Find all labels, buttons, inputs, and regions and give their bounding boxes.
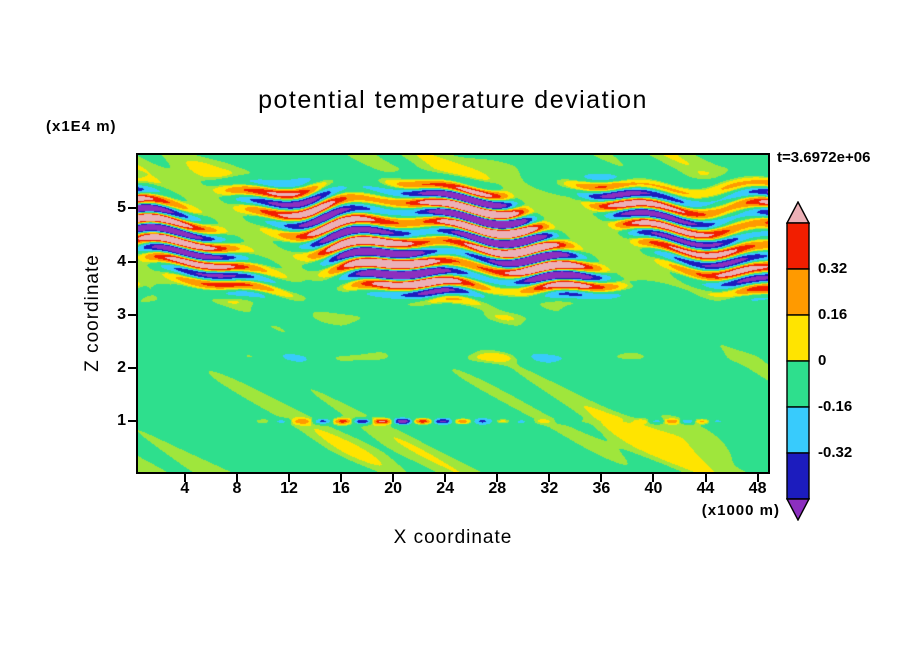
x-tick-label: 48 — [748, 480, 767, 497]
x-tick-label: 24 — [436, 480, 455, 497]
colorbar-segment — [786, 222, 810, 270]
time-label: t=3.6972e+06 — [777, 149, 871, 166]
plot-title: potential temperature deviation — [258, 86, 648, 114]
colorbar-arrow-top — [786, 201, 810, 224]
z-tick-label: 4 — [117, 252, 126, 270]
z-tick-label: 5 — [117, 199, 126, 217]
z-tick-label: 2 — [117, 359, 126, 377]
x-tick-label: 20 — [384, 480, 403, 497]
colorbar-segment — [786, 314, 810, 362]
colorbar-segment — [786, 268, 810, 316]
x-axis-tick — [340, 474, 343, 482]
x-tick-label: 32 — [540, 480, 559, 497]
x-axis-tick — [600, 474, 603, 482]
colorbar-segment — [786, 360, 810, 408]
z-tick-label: 3 — [117, 305, 126, 323]
x-axis-label: X coordinate — [393, 527, 513, 548]
x-tick-label: 8 — [232, 480, 242, 497]
colorbar-arrow-bottom — [786, 498, 810, 521]
colorbar-tick-label: 0.32 — [818, 260, 848, 277]
z-axis-tick — [128, 207, 136, 210]
x-tick-label: 16 — [332, 480, 350, 497]
colorbar-tick-label: -0.32 — [818, 444, 853, 461]
contour-field-canvas — [138, 155, 768, 472]
x-axis-unit-label: (x1000 m) — [701, 502, 780, 519]
colorbar-tick-label: 0 — [818, 352, 827, 369]
z-axis-tick — [128, 420, 136, 423]
z-tick-label: 1 — [117, 412, 126, 430]
z-axis-tick — [128, 367, 136, 370]
x-axis-tick — [548, 474, 551, 482]
colorbar-tick-label: 0.16 — [818, 306, 848, 323]
x-axis-tick — [756, 474, 759, 482]
colorbar-tick-label: -0.16 — [818, 398, 853, 415]
z-axis-unit-label: (x1E4 m) — [46, 118, 117, 135]
z-axis-tick — [128, 260, 136, 263]
x-axis-tick — [287, 474, 290, 482]
colorbar-segment — [786, 452, 810, 500]
x-axis-tick — [392, 474, 395, 482]
x-axis-tick — [183, 474, 186, 482]
x-tick-label: 28 — [488, 480, 507, 497]
x-axis-tick — [496, 474, 499, 482]
x-axis-tick — [652, 474, 655, 482]
x-tick-label: 40 — [644, 480, 663, 497]
colorbar-segment — [786, 406, 810, 454]
x-tick-label: 36 — [592, 480, 611, 497]
x-axis-tick — [444, 474, 447, 482]
z-axis-tick — [128, 313, 136, 316]
colorbar — [786, 201, 810, 521]
plot-area — [136, 153, 770, 474]
x-axis-tick — [704, 474, 707, 482]
x-tick-label: 4 — [180, 480, 190, 497]
x-tick-label: 12 — [280, 480, 298, 497]
x-tick-label: 44 — [696, 480, 715, 497]
x-axis-tick — [235, 474, 238, 482]
